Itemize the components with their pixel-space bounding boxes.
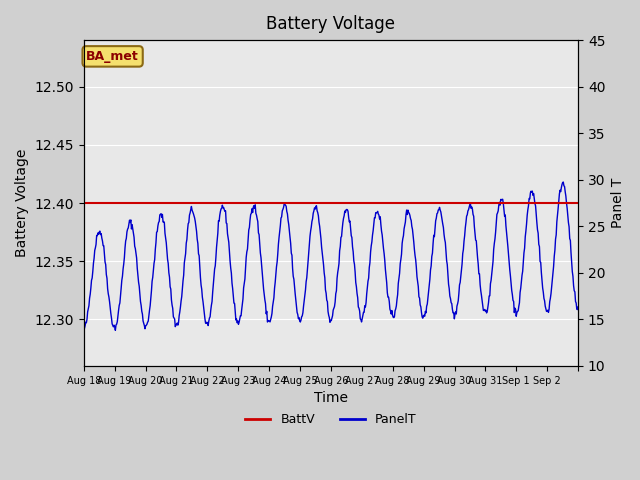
Title: Battery Voltage: Battery Voltage (266, 15, 396, 33)
Text: BA_met: BA_met (86, 50, 139, 63)
Y-axis label: Panel T: Panel T (611, 178, 625, 228)
Legend: BattV, PanelT: BattV, PanelT (240, 408, 422, 432)
Y-axis label: Battery Voltage: Battery Voltage (15, 149, 29, 257)
X-axis label: Time: Time (314, 391, 348, 405)
